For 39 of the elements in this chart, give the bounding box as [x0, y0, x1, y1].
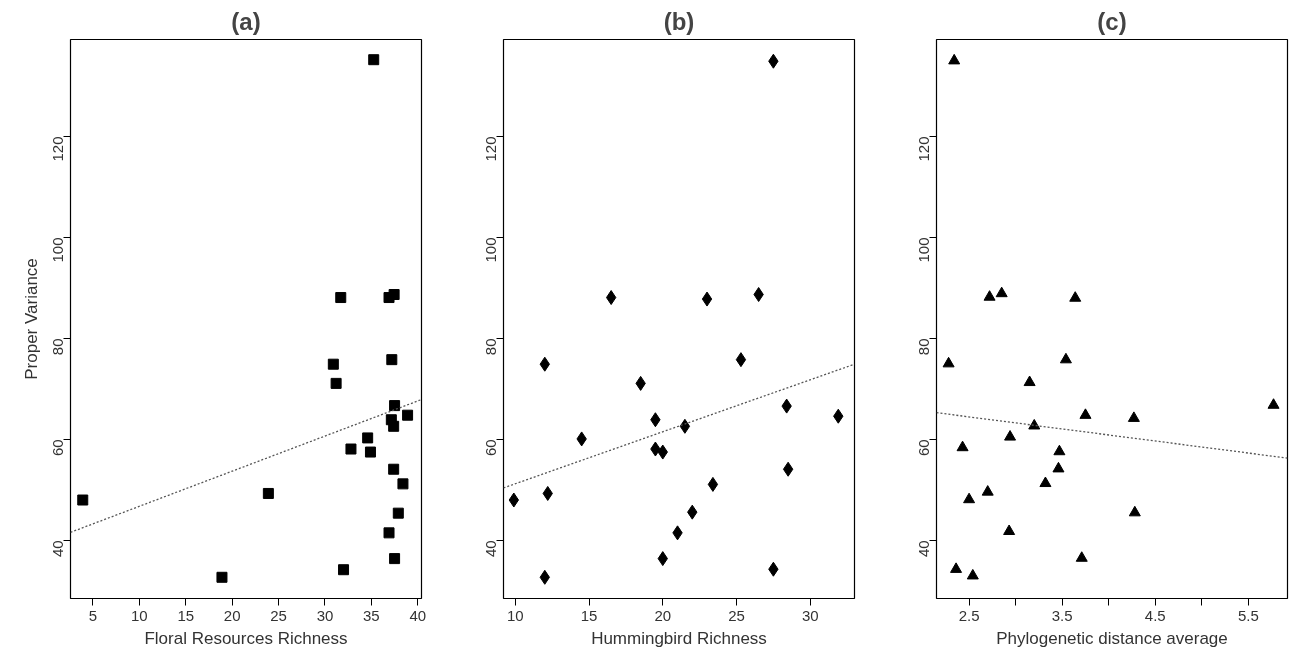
- y-tick-label: 40: [915, 540, 933, 558]
- x-tick-label: 10: [506, 606, 524, 624]
- x-axis-title: Floral Resources Richness: [144, 628, 348, 648]
- x-tick-label: 4.5: [1144, 606, 1166, 624]
- y-tick-label: 60: [482, 439, 500, 457]
- y-tick-label: 100: [49, 237, 67, 263]
- x-tick-label: 30: [316, 606, 334, 624]
- chart-title: (b): [663, 7, 695, 35]
- x-tick-label: 35: [363, 606, 380, 624]
- y-tick-label: 80: [915, 338, 933, 356]
- y-tick-label: 80: [482, 338, 500, 356]
- y-tick-label: 60: [49, 439, 67, 457]
- y-tick-label: 120: [49, 136, 67, 162]
- y-tick-label: 40: [49, 540, 67, 558]
- y-tick-label: 120: [482, 136, 500, 162]
- x-axis-title: Phylogenetic distance average: [996, 628, 1228, 648]
- x-tick-label: 5.5: [1237, 606, 1259, 624]
- x-tick-label: 25: [728, 606, 745, 624]
- x-tick-label: 2.5: [958, 606, 980, 624]
- x-tick-label: 15: [177, 606, 195, 624]
- x-tick-label: 20: [223, 606, 241, 624]
- x-tick-label: 10: [131, 606, 148, 624]
- x-tick-label: 3.5: [1051, 606, 1073, 624]
- chart-title: (c): [1097, 7, 1127, 35]
- y-tick-label: 120: [915, 136, 933, 162]
- y-tick-label: 100: [915, 237, 933, 263]
- x-tick-label: 15: [580, 606, 598, 624]
- y-axis-title: Proper Variance: [21, 258, 41, 380]
- x-axis-title: Hummingbird Richness: [591, 628, 767, 648]
- y-tick-label: 40: [482, 540, 500, 558]
- y-tick-label: 80: [49, 338, 67, 356]
- x-tick-label: 20: [654, 606, 672, 624]
- y-tick-label: 60: [915, 439, 933, 457]
- y-tick-label: 100: [482, 237, 500, 263]
- x-tick-label: 30: [801, 606, 819, 624]
- chart-title: (a): [231, 7, 261, 35]
- x-tick-label: 25: [270, 606, 287, 624]
- x-tick-label: 40: [409, 606, 427, 624]
- x-tick-label: 5: [88, 606, 98, 624]
